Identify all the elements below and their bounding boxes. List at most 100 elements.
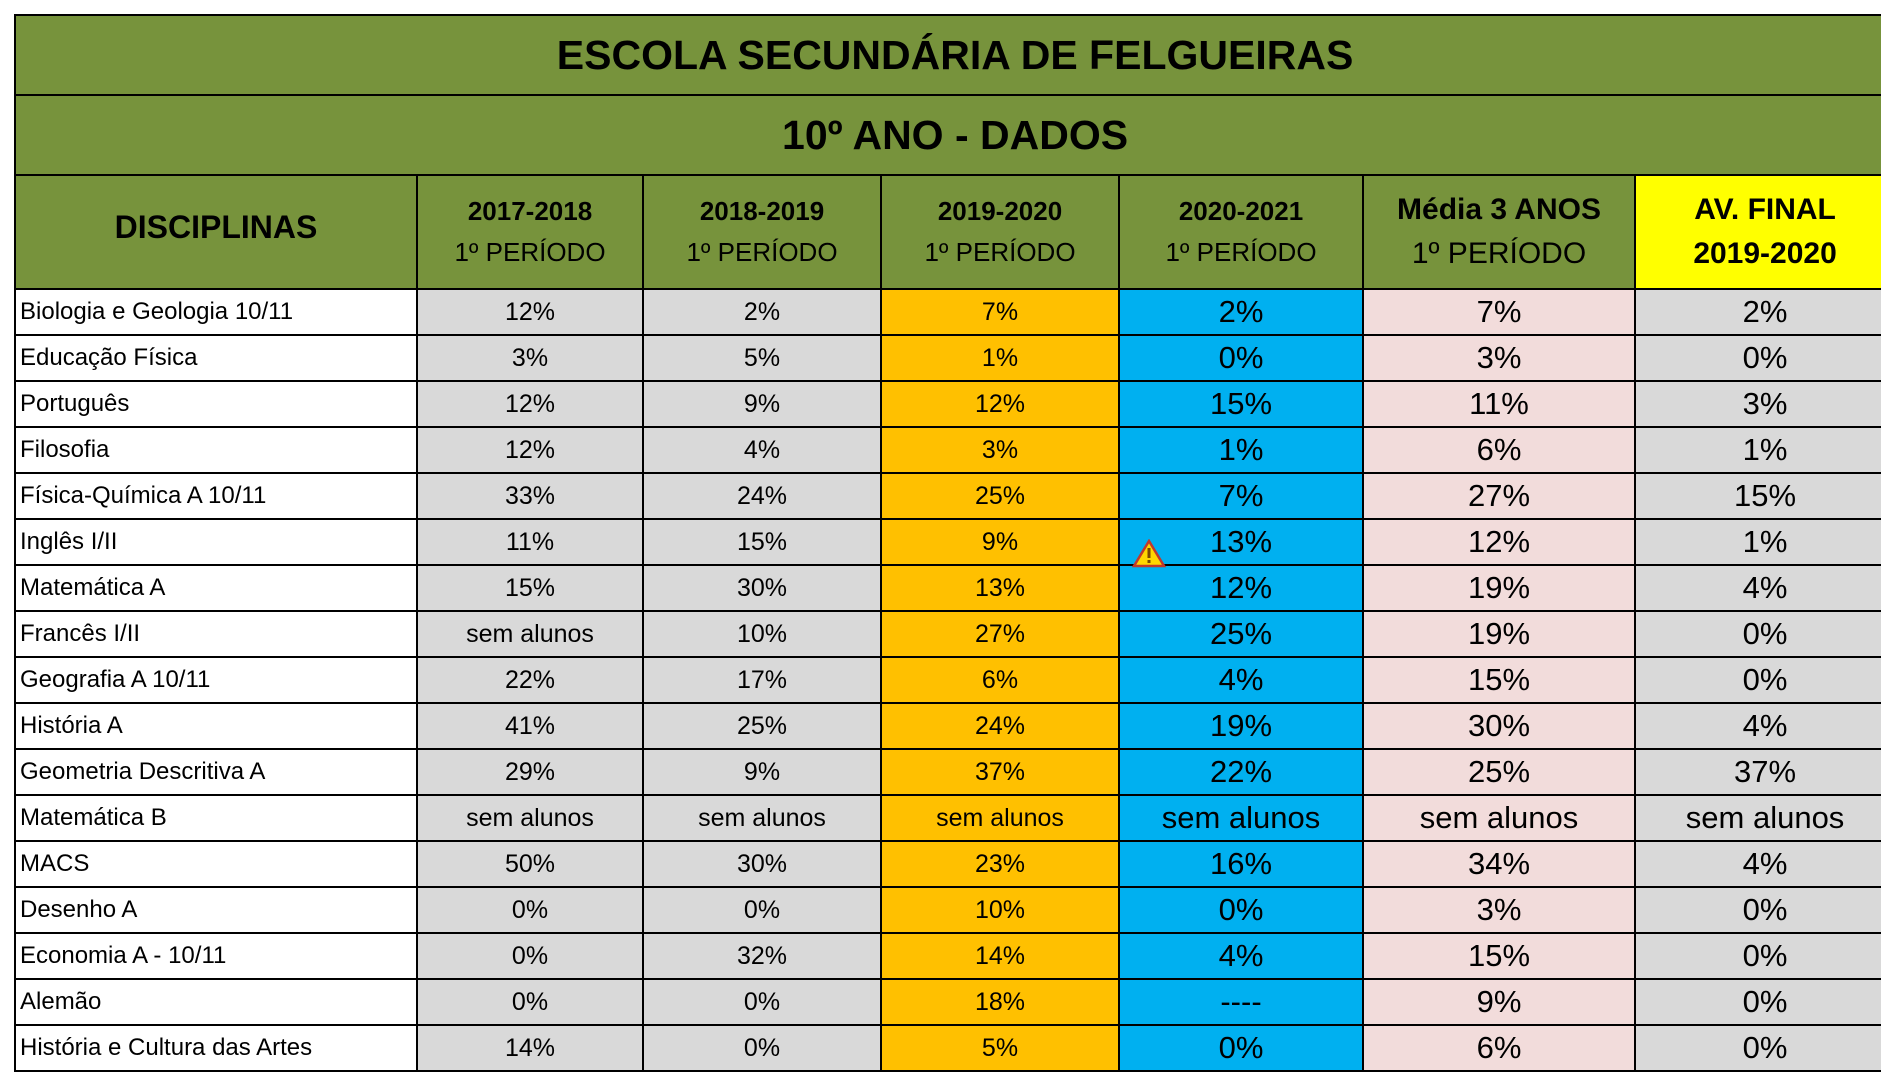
cell: 7% xyxy=(880,288,1120,336)
cell: 0% xyxy=(642,1024,882,1072)
cell: 11% xyxy=(416,518,644,566)
cell: 24% xyxy=(642,472,882,520)
cell: 19% xyxy=(1118,702,1364,750)
cell: 14% xyxy=(416,1024,644,1072)
header-line: 2017-2018 xyxy=(467,196,593,226)
cell: 0% xyxy=(416,932,644,980)
header-line: AV. FINAL xyxy=(1694,193,1836,226)
cell: 22% xyxy=(1118,748,1364,796)
cell: 11% xyxy=(1362,380,1636,428)
cell: 4% xyxy=(1118,932,1364,980)
cell: 12% xyxy=(880,380,1120,428)
data-row: Inglês I/II 11% 15% 9% 13% 12% 1% xyxy=(14,518,1881,566)
cell: 4% xyxy=(1118,656,1364,704)
cell: 7% xyxy=(1118,472,1364,520)
cell: 19% xyxy=(1362,610,1636,658)
data-row: História A 41% 25% 24% 19% 30% 4% xyxy=(14,702,1881,750)
cell: 0% xyxy=(1118,334,1364,382)
cell: 30% xyxy=(642,564,882,612)
cell: 0% xyxy=(1633,334,1881,382)
data-row: MACS 50% 30% 23% 16% 34% 4% xyxy=(14,840,1881,888)
cell: 12% xyxy=(1118,564,1364,612)
cell: 7% xyxy=(1362,288,1636,336)
cell: 23% xyxy=(880,840,1120,888)
cell: 4% xyxy=(642,426,882,474)
header-line: 2019-2020 xyxy=(937,196,1063,226)
cell: 37% xyxy=(880,748,1120,796)
cell: 2% xyxy=(1633,288,1881,336)
data-row: Desenho A 0% 0% 10% 0% 3% 0% xyxy=(14,886,1881,934)
subject-name: Geometria Descritiva A xyxy=(14,748,418,796)
subtitle: 10º ANO - DADOS xyxy=(13,94,1881,176)
cell: 0% xyxy=(1633,932,1881,980)
column-header: 2018-2019 1º PERÍODO xyxy=(642,174,882,290)
cell: 4% xyxy=(1633,564,1881,612)
subject-name: Economia A - 10/11 xyxy=(14,932,418,980)
cell: 5% xyxy=(642,334,882,382)
cell: 2% xyxy=(642,288,882,336)
subject-name: Física-Química A 10/11 xyxy=(14,472,418,520)
cell: 29% xyxy=(416,748,644,796)
column-header: 2019-2020 1º PERÍODO xyxy=(880,174,1120,290)
data-table: ESCOLA SECUNDÁRIA DE FELGUEIRAS 10º ANO … xyxy=(13,14,1881,1072)
cell: 41% xyxy=(416,702,644,750)
cell: 9% xyxy=(1362,978,1636,1026)
cell: 9% xyxy=(642,380,882,428)
data-row: Alemão 0% 0% 18% ---- 9% 0% xyxy=(14,978,1881,1026)
cell: 12% xyxy=(416,426,644,474)
cell: 10% xyxy=(880,886,1120,934)
cell: 22% xyxy=(416,656,644,704)
cell: 0% xyxy=(1633,978,1881,1026)
data-row: Geometria Descritiva A 29% 9% 37% 22% 25% 37% xyxy=(14,748,1881,796)
column-header: 2017-2018 1º PERÍODO xyxy=(416,174,644,290)
data-row: Filosofia 12% 4% 3% 1% 6% 1% xyxy=(14,426,1881,474)
cell: 3% xyxy=(416,334,644,382)
cell: 50% xyxy=(416,840,644,888)
cell: 9% xyxy=(880,518,1120,566)
subject-name: Matemática B xyxy=(14,794,418,842)
column-header: Média 3 ANOS 1º PERÍODO xyxy=(1362,174,1636,290)
header-line: 2019-2020 xyxy=(1693,237,1837,270)
cell: 0% xyxy=(1118,886,1364,934)
cell: 17% xyxy=(642,656,882,704)
cell: 0% xyxy=(1633,656,1881,704)
cell: 12% xyxy=(416,288,644,336)
data-row: História e Cultura das Artes 14% 0% 5% 0% 6% 0… xyxy=(14,1024,1881,1072)
data-row: Física-Química A 10/11 33% 24% 25% 7% 27% 15% xyxy=(14,472,1881,520)
cell: 3% xyxy=(880,426,1120,474)
cell: 25% xyxy=(1362,748,1636,796)
cell: 15% xyxy=(1362,932,1636,980)
cell: 27% xyxy=(880,610,1120,658)
cell: 15% xyxy=(416,564,644,612)
cell: 9% xyxy=(642,748,882,796)
subject-name: Português xyxy=(14,380,418,428)
cell: 0% xyxy=(1633,886,1881,934)
column-header: DISCIPLINAS xyxy=(14,174,418,290)
header-line: 1º PERÍODO xyxy=(454,237,606,267)
cell: 5% xyxy=(880,1024,1120,1072)
cell: 16% xyxy=(1118,840,1364,888)
cell: 27% xyxy=(1362,472,1636,520)
header-line: Média 3 ANOS xyxy=(1397,193,1601,226)
data-row: Geografia A 10/11 22% 17% 6% 4% 15% 0% xyxy=(14,656,1881,704)
subject-name: Geografia A 10/11 xyxy=(14,656,418,704)
warning-icon xyxy=(1132,539,1166,568)
data-row: Português 12% 9% 12% 15% 11% 3% xyxy=(14,380,1881,428)
cell: sem alunos xyxy=(1633,794,1881,842)
cell: ---- xyxy=(1118,978,1364,1026)
cell: 0% xyxy=(1633,610,1881,658)
cell: 1% xyxy=(880,334,1120,382)
cell: sem alunos xyxy=(880,794,1120,842)
cell: 4% xyxy=(1633,702,1881,750)
cell: 1% xyxy=(1118,426,1364,474)
cell: 25% xyxy=(1118,610,1364,658)
cell: 6% xyxy=(1362,426,1636,474)
title: ESCOLA SECUNDÁRIA DE FELGUEIRAS xyxy=(13,14,1881,96)
cell: sem alunos xyxy=(1118,794,1364,842)
cell: 15% xyxy=(1633,472,1881,520)
cell: 3% xyxy=(1633,380,1881,428)
subject-name: Alemão xyxy=(14,978,418,1026)
cell: 0% xyxy=(1118,1024,1364,1072)
